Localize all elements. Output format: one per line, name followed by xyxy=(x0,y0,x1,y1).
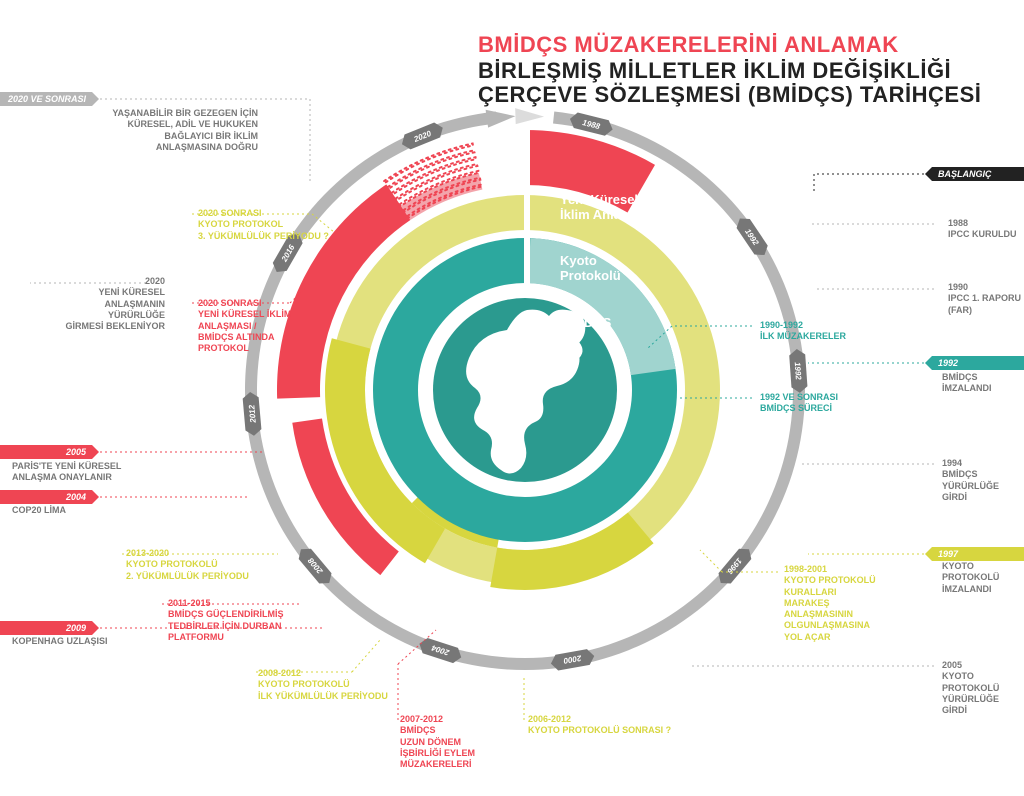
banner-left: 2005 xyxy=(0,445,99,459)
annotation: 2007-2012BMİDÇSUZUN DÖNEMİŞBİRLİĞİ EYLEM… xyxy=(400,714,475,770)
annotation: 2006-2012KYOTO PROTOKOLÜ SONRASI ? xyxy=(528,714,671,737)
banner-left: 2020 VE SONRASI xyxy=(0,92,99,106)
svg-text:1992: 1992 xyxy=(793,362,803,381)
annotation: 1992 VE SONRASIBMİDÇS SÜRECİ xyxy=(760,392,838,415)
banner-right: 1992 xyxy=(925,356,1024,370)
annotation: 1990-1992İLK MÜZAKERELER xyxy=(760,320,846,343)
legend-teal: BMİDÇS xyxy=(560,316,611,331)
annotation: BMİDÇS İMZALANDI xyxy=(942,372,1024,395)
legend-yellow: Kyoto Protokolü xyxy=(560,254,621,284)
annotation: KOPENHAG UZLAŞISI xyxy=(12,636,108,647)
legend-yellow-l1: Kyoto xyxy=(560,253,597,268)
annotation: 2008-2012KYOTO PROTOKOLÜİLK YÜKÜMLÜLÜK P… xyxy=(258,668,388,702)
legend-red: Yeni Küresel İklim Anlaşması xyxy=(560,193,658,223)
annotation: 2020 SONRASIKYOTO PROTOKOL3. YÜKÜMLÜLÜK … xyxy=(198,208,329,242)
svg-text:2012: 2012 xyxy=(247,404,258,424)
annotation: 2013-2020KYOTO PROTOKOLÜ2. YÜKÜMLÜLÜK PE… xyxy=(126,548,249,582)
banner-left: 2004 xyxy=(0,490,99,504)
banner-left: 2009 xyxy=(0,621,99,635)
banner-right: 1997 xyxy=(925,547,1024,561)
annotation: 1990IPCC 1. RAPORU(FAR) xyxy=(948,282,1021,316)
annotation: 1988IPCC KURULDU xyxy=(948,218,1017,241)
legend-red-l1: Yeni Küresel xyxy=(560,192,638,207)
annotation: 1994BMİDÇSYÜRÜRLÜĞE GİRDİ xyxy=(942,458,1024,503)
annotation: 2005KYOTO PROTOKOLÜYÜRÜRLÜĞE GİRDİ xyxy=(942,660,1024,716)
annotation: YAŞANABİLİR BİR GEZEGEN İÇİNKÜRESEL, ADİ… xyxy=(112,108,258,153)
annotation: 1998-2001KYOTO PROTOKOLÜKURALLARIMARAKEŞ… xyxy=(784,564,876,643)
legend-teal-l1: BMİDÇS xyxy=(560,315,611,330)
banner-right: BAŞLANGIÇ xyxy=(925,167,1024,181)
annotation: KYOTO PROTOKOLÜİMZALANDI xyxy=(942,561,1024,595)
legend-yellow-l2: Protokolü xyxy=(560,268,621,283)
legend-red-l2: İklim Anlaşması xyxy=(560,207,658,222)
annotation: PARİS'TE YENİ KÜRESELANLAŞMA ONAYLANIR xyxy=(12,461,121,484)
annotation: 2011-2015BMİDÇS GÜÇLENDİRİLMİŞTEDBİRLER … xyxy=(168,598,284,643)
annotation: 2020 SONRASIYENİ KÜRESEL İKLİMANLAŞMASI … xyxy=(198,298,291,354)
annotation: 2020YENİ KÜRESELANLAŞMANINYÜRÜRLÜĞEGİRME… xyxy=(65,276,165,332)
annotation: COP20 LİMA xyxy=(12,505,66,516)
